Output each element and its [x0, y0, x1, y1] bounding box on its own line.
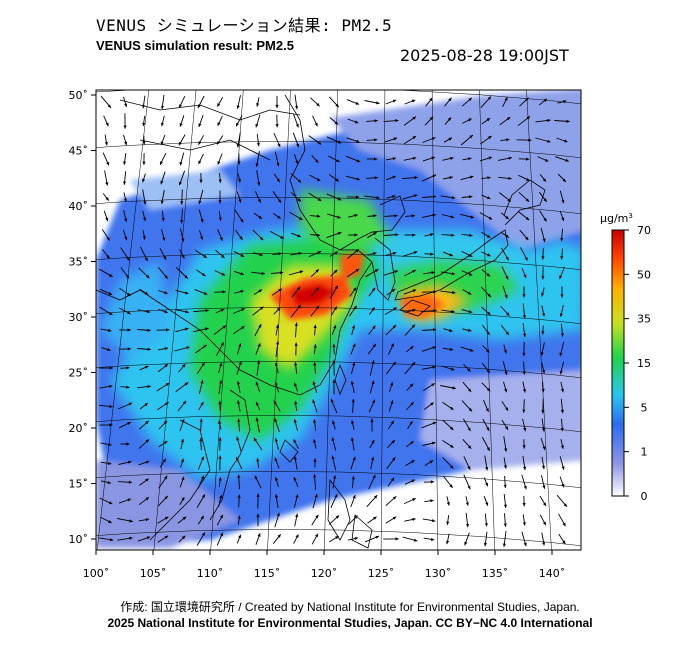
lat-tick-label: 30˚	[69, 311, 89, 324]
map-frame	[95, 89, 582, 551]
lat-tick-label: 35˚	[69, 256, 89, 269]
concentration-field	[96, 90, 581, 550]
colorbar-tick-label: 70	[637, 224, 651, 237]
footer-copyright: 2025 National Institute for Environmenta…	[107, 616, 593, 630]
latitude-axis: 10˚ 15˚ 20˚ 25˚ 30˚ 35˚ 40˚ 45˚ 50˚	[69, 89, 96, 546]
footer-credit: 作成: 国立環境研究所 / Created by National Instit…	[120, 600, 580, 614]
pm25-map-figure: 100˚ 105˚ 110˚ 115˚ 120˚ 125˚ 130˚ 135˚ 140˚ 10˚…	[69, 89, 652, 580]
colorbar-tick-label: 0	[641, 490, 648, 503]
forecast-timestamp: 2025-08-28 19:00JST	[400, 46, 569, 65]
lat-tick-label: 45˚	[69, 145, 89, 158]
colorbar-tick-label: 35	[637, 313, 651, 326]
lon-tick-label: 110˚	[197, 567, 224, 580]
colorbar-unit-label: μg/m3	[600, 212, 633, 225]
lat-tick-label: 10˚	[69, 533, 89, 546]
lat-tick-label: 40˚	[69, 200, 89, 213]
lon-tick-label: 130˚	[425, 567, 452, 580]
wind-vector-field	[98, 94, 570, 547]
lon-tick-label: 105˚	[140, 567, 167, 580]
lat-tick-label: 20˚	[69, 422, 89, 435]
title-japanese: VENUS シミュレーション結果: PM2.5	[96, 16, 393, 35]
colorbar-tick-label: 1	[641, 446, 648, 459]
title-english: VENUS simulation result: PM2.5	[96, 38, 294, 53]
lat-tick-label: 25˚	[69, 367, 89, 380]
lon-tick-label: 120˚	[311, 567, 338, 580]
lon-tick-label: 115˚	[254, 567, 281, 580]
longitude-axis: 100˚ 105˚ 110˚ 115˚ 120˚ 125˚ 130˚ 135˚ 140˚	[83, 550, 566, 580]
colorbar-tick-label: 15	[637, 357, 651, 370]
lon-tick-label: 140˚	[539, 567, 566, 580]
lon-tick-label: 135˚	[482, 567, 509, 580]
lon-tick-label: 125˚	[368, 567, 395, 580]
colorbar-tick-label: 50	[637, 268, 651, 281]
lat-tick-label: 15˚	[69, 478, 89, 491]
lat-tick-label: 50˚	[69, 89, 89, 102]
lon-tick-label: 100˚	[83, 567, 110, 580]
colorbar-gradient	[611, 229, 625, 497]
colorbar-tick-label: 5	[641, 401, 648, 414]
